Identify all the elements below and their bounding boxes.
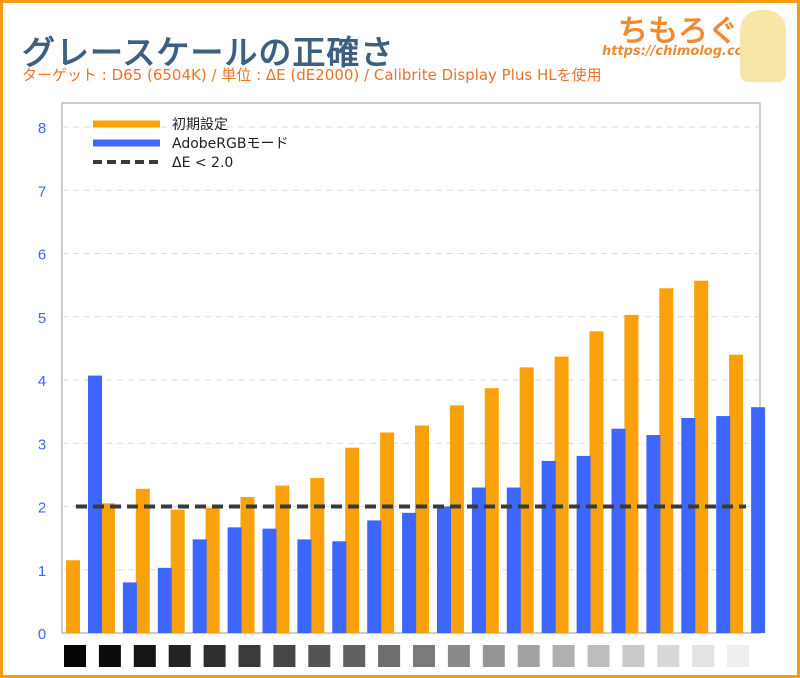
bar-adobergb-mode xyxy=(88,375,102,633)
y-tick-label: 5 xyxy=(38,310,46,327)
y-tick-label: 2 xyxy=(38,500,46,517)
grayscale-swatch xyxy=(308,645,331,667)
bar-initial-setting xyxy=(205,507,220,633)
bar-adobergb-mode xyxy=(646,435,661,633)
bar-initial-setting xyxy=(554,356,569,633)
bar-initial-setting xyxy=(694,280,709,633)
bar-adobergb-mode xyxy=(297,539,312,633)
chart-subtitle: ターゲット : D65 (6504K) / 単位 : ΔE (dE2000) /… xyxy=(22,66,602,84)
bar-initial-setting xyxy=(589,331,604,633)
bar-adobergb-mode xyxy=(227,527,242,633)
grayscale-swatch xyxy=(727,645,750,667)
bar-adobergb-mode xyxy=(157,567,172,633)
y-tick-label: 0 xyxy=(38,626,46,643)
bar-adobergb-mode xyxy=(192,539,207,633)
mascot-avatar-icon xyxy=(740,10,786,82)
bar-adobergb-mode xyxy=(402,512,417,633)
grayscale-swatch xyxy=(273,645,296,667)
grayscale-swatch xyxy=(692,645,715,667)
logo-text: ちもろぐ xyxy=(618,14,738,49)
y-tick-label: 7 xyxy=(38,183,46,200)
y-tick-label: 4 xyxy=(38,373,46,390)
bar-initial-setting xyxy=(519,367,534,633)
bar-initial-setting xyxy=(624,314,639,633)
site-logo: ちもろぐ https://chimolog.co/ xyxy=(600,6,790,86)
grayscale-swatch xyxy=(552,645,575,667)
grayscale-swatch xyxy=(343,645,366,667)
bar-adobergb-mode xyxy=(471,487,486,633)
bar-initial-setting xyxy=(659,288,674,633)
bar-adobergb-mode xyxy=(437,506,451,633)
grayscale-swatch xyxy=(378,645,401,667)
bar-initial-setting xyxy=(484,388,499,633)
bar-initial-setting xyxy=(240,497,255,633)
y-tick-label: 1 xyxy=(38,563,46,580)
bar-initial-setting xyxy=(449,405,464,633)
bar-adobergb-mode xyxy=(576,455,591,633)
grayscale-swatch xyxy=(413,645,435,667)
bar-adobergb-mode xyxy=(681,417,696,633)
bar-adobergb-mode xyxy=(506,487,521,633)
bar-adobergb-mode xyxy=(751,407,766,633)
grayscale-swatch xyxy=(168,645,191,667)
legend-label: ΔE < 2.0 xyxy=(172,155,233,171)
grayscale-swatch xyxy=(482,645,505,667)
bar-initial-setting xyxy=(100,503,115,633)
page-title: グレースケールの正確さ xyxy=(22,33,395,72)
grayscale-swatch xyxy=(238,645,261,667)
grayscale-swatch xyxy=(657,645,680,667)
bar-adobergb-mode xyxy=(262,528,277,633)
grayscale-swatch xyxy=(64,645,86,667)
bar-initial-setting xyxy=(415,425,429,633)
bar-adobergb-mode xyxy=(367,520,382,633)
legend-label: 初期設定 xyxy=(172,116,228,133)
bar-initial-setting xyxy=(729,354,744,633)
grayscale-swatch xyxy=(517,645,540,667)
bar-initial-setting xyxy=(380,432,395,633)
grayscale-swatch xyxy=(587,645,610,667)
bar-initial-setting xyxy=(170,509,185,633)
bar-initial-setting xyxy=(345,447,360,633)
bar-adobergb-mode xyxy=(611,428,626,633)
legend-label: AdobeRGBモード xyxy=(172,136,288,152)
y-tick-label: 6 xyxy=(38,247,46,264)
bar-adobergb-mode xyxy=(122,582,137,633)
y-tick-label: 8 xyxy=(38,120,46,137)
bar-initial-setting xyxy=(310,478,325,633)
bar-adobergb-mode xyxy=(716,416,731,633)
grayscale-swatch xyxy=(622,645,645,667)
bar-initial-setting xyxy=(275,485,290,633)
y-tick-label: 3 xyxy=(38,436,46,453)
logo-url: https://chimolog.co/ xyxy=(602,44,749,59)
bar-adobergb-mode xyxy=(541,460,556,633)
bar-initial-setting xyxy=(135,488,150,633)
grayscale-swatch xyxy=(133,645,156,667)
bar-adobergb-mode xyxy=(332,541,347,633)
bar-initial-setting xyxy=(66,560,80,633)
grayscale-swatch xyxy=(447,645,470,667)
grayscale-swatch xyxy=(203,645,226,667)
grayscale-swatch xyxy=(98,645,121,667)
